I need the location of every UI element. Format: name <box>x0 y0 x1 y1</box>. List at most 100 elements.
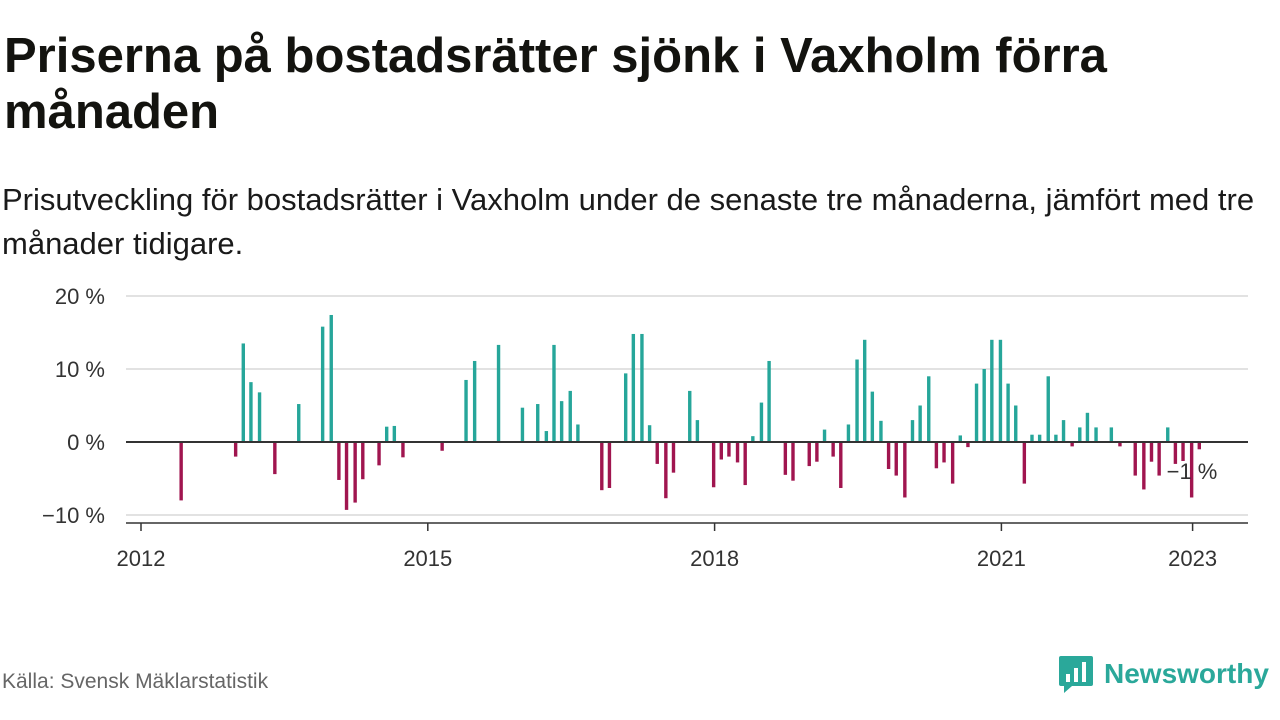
bar <box>329 314 333 442</box>
bar <box>353 442 357 503</box>
bar <box>886 442 891 470</box>
bar <box>879 420 883 442</box>
bar <box>767 360 771 442</box>
bar <box>576 424 580 442</box>
bar <box>918 405 922 442</box>
bar <box>552 344 556 442</box>
bar <box>1181 442 1185 461</box>
bar <box>344 442 349 510</box>
bar <box>894 442 898 476</box>
x-tick-label: 2018 <box>690 546 739 571</box>
bar <box>607 442 612 488</box>
bar <box>688 390 692 442</box>
last-value-label: −1 % <box>1167 459 1218 484</box>
bar <box>464 379 468 442</box>
bar <box>1061 420 1066 442</box>
page-title: Priserna på bostadsrätter sjönk i Vaxhol… <box>4 29 1107 139</box>
bar <box>934 442 939 469</box>
bar <box>958 435 962 442</box>
bar <box>974 383 979 442</box>
y-tick-label: 10 % <box>55 357 105 382</box>
bar <box>320 326 325 442</box>
bar <box>631 333 636 442</box>
newsworthy-logo-icon <box>1059 656 1093 693</box>
page-subtitle: Prisutveckling för bostadsrätter i Vaxho… <box>2 182 1255 261</box>
bar <box>1078 427 1082 442</box>
bar <box>783 442 788 475</box>
bar <box>1197 442 1201 450</box>
bar <box>1189 442 1194 498</box>
bar <box>998 339 1003 442</box>
bar <box>735 442 740 463</box>
bar <box>751 436 755 442</box>
bar <box>862 339 867 442</box>
bar <box>1133 442 1137 476</box>
bar <box>815 442 819 462</box>
bar <box>743 442 747 486</box>
bar <box>966 442 970 448</box>
bar <box>1046 376 1050 442</box>
bar <box>1157 442 1161 476</box>
bar <box>807 442 811 467</box>
x-tick-label: 2015 <box>403 546 452 571</box>
bar <box>377 442 381 466</box>
y-tick-label: 0 % <box>67 430 105 455</box>
bar <box>839 442 843 488</box>
bar <box>440 442 444 451</box>
bar <box>831 442 835 457</box>
bar <box>337 442 341 480</box>
bar <box>1149 442 1154 462</box>
bar <box>910 420 915 442</box>
source-note: Källa: Svensk Mäklarstatistik <box>2 670 269 693</box>
y-tick-label: 20 % <box>55 284 105 309</box>
bar <box>1006 383 1010 442</box>
bar <box>273 442 277 475</box>
bar <box>472 360 477 442</box>
bar <box>695 420 700 442</box>
bar <box>496 344 501 442</box>
x-tick-label: 2023 <box>1168 546 1217 571</box>
bar <box>927 376 931 442</box>
grid-lines <box>126 295 1248 516</box>
bar <box>846 424 851 442</box>
bar <box>241 343 245 442</box>
bar <box>1166 427 1170 442</box>
bar <box>1037 434 1042 442</box>
bar <box>1070 442 1074 447</box>
bar <box>361 442 365 480</box>
y-axis-labels: 20 % 10 % 0 % −10 % <box>42 284 105 528</box>
bar <box>1054 434 1058 442</box>
bar <box>990 339 994 442</box>
bar <box>711 442 716 488</box>
annotations: −1 % <box>1167 459 1218 484</box>
bar <box>1094 427 1098 442</box>
bar <box>401 442 405 458</box>
bar <box>1085 412 1090 442</box>
x-tick-label: 2021 <box>977 546 1026 571</box>
bar <box>392 425 397 442</box>
bar <box>520 407 525 442</box>
bar-chart: 20 % 10 % 0 % −10 % 2012 2015 2018 2021 2023 −1… <box>42 284 1248 571</box>
bar <box>664 442 668 499</box>
bar <box>257 392 262 442</box>
bar <box>568 390 572 442</box>
bar <box>822 429 827 442</box>
bar <box>791 442 795 481</box>
y-tick-label: −10 % <box>42 503 105 528</box>
bar <box>536 404 540 442</box>
bar <box>1022 442 1027 484</box>
bar <box>233 442 238 457</box>
bar <box>1014 405 1018 442</box>
bars <box>179 314 1201 510</box>
bar <box>1030 434 1034 442</box>
bar <box>1109 427 1114 442</box>
bar <box>647 425 652 442</box>
bar <box>600 442 604 491</box>
bar <box>1173 442 1178 464</box>
brand-name: Newsworthy <box>1104 658 1269 689</box>
bar <box>903 442 907 498</box>
bar <box>727 442 731 457</box>
x-tick-label: 2012 <box>117 546 166 571</box>
bar <box>655 442 659 464</box>
bar <box>719 442 723 460</box>
